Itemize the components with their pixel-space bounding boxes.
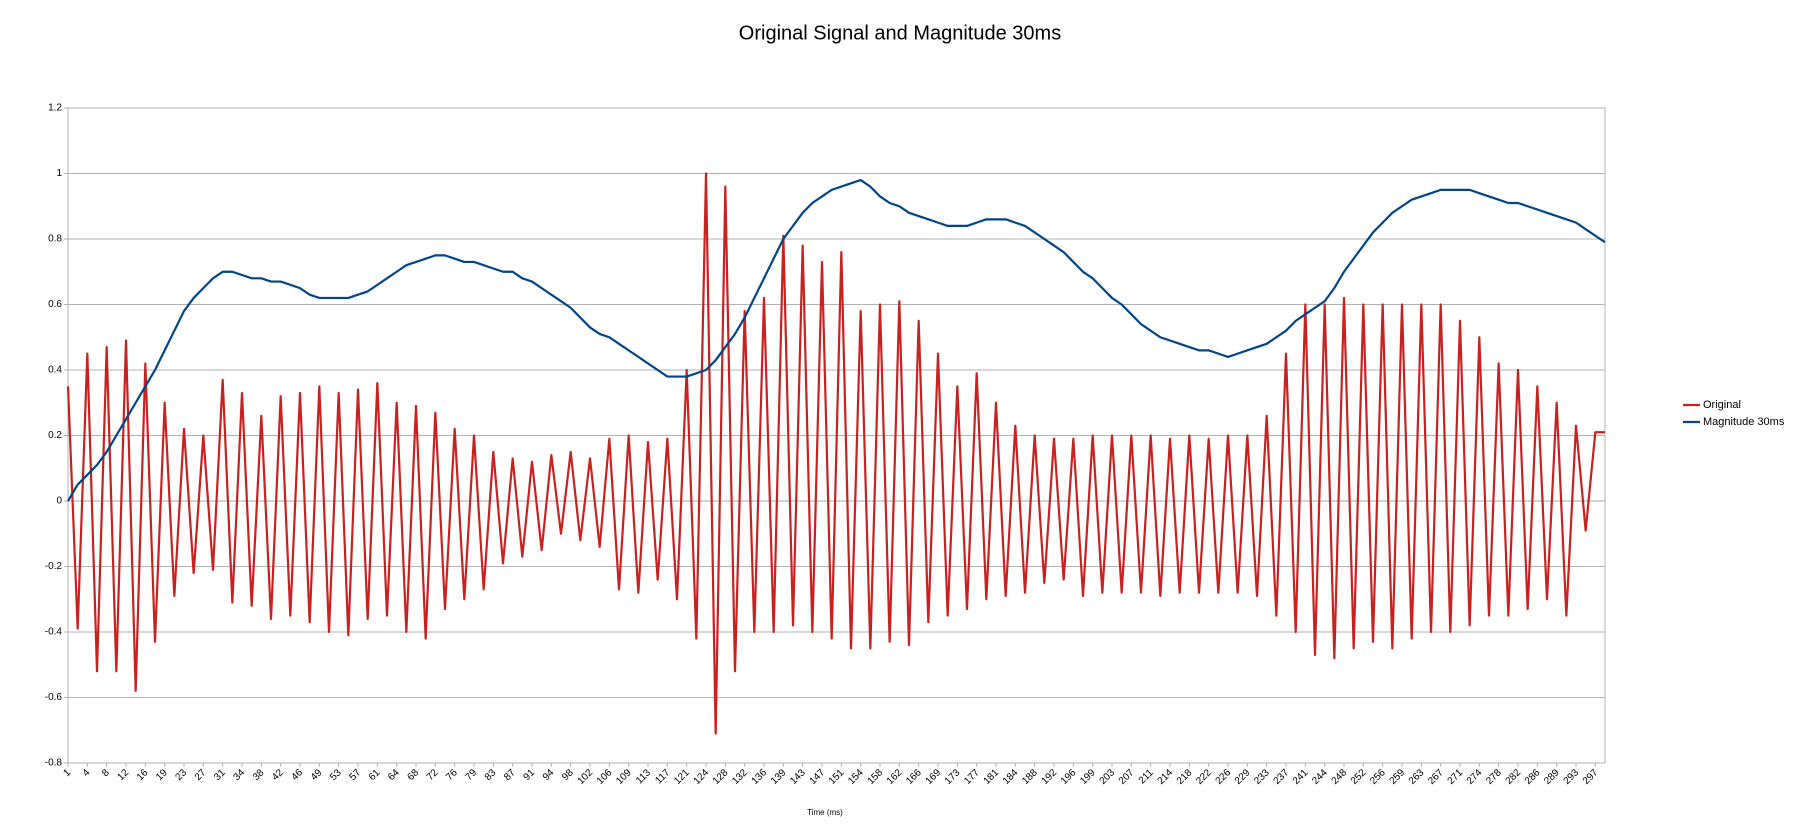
x-tick-label: 27: [193, 767, 209, 783]
x-tick-label: 207: [1117, 767, 1137, 787]
x-tick-label: 94: [541, 767, 557, 783]
y-tick-label: 0.6: [48, 299, 62, 310]
x-tick-label: 222: [1194, 767, 1214, 787]
x-tick-label: 252: [1349, 767, 1369, 787]
x-tick-label: 42: [270, 767, 286, 783]
x-tick-label: 218: [1175, 767, 1195, 787]
x-tick-label: 8: [100, 767, 112, 779]
y-tick-label: -0.2: [45, 561, 63, 572]
x-tick-label: 188: [1020, 767, 1040, 787]
x-tick-label: 91: [521, 767, 537, 783]
x-tick-label: 79: [463, 767, 479, 783]
x-tick-label: 211: [1137, 767, 1156, 786]
x-tick-label: 57: [347, 767, 363, 783]
x-tick-label: 244: [1310, 767, 1330, 787]
legend-label: Original: [1703, 399, 1741, 411]
x-tick-label: 293: [1562, 767, 1582, 787]
y-tick-label: 0.4: [48, 365, 62, 376]
x-tick-label: 267: [1426, 767, 1446, 787]
x-tick-label: 229: [1233, 767, 1253, 787]
x-tick-label: 154: [846, 767, 866, 787]
x-tick-label: 248: [1330, 767, 1350, 787]
x-tick-label: 199: [1078, 767, 1098, 787]
x-tick-label: 23: [173, 767, 189, 783]
x-tick-label: 274: [1465, 767, 1485, 787]
y-tick-label: -0.4: [45, 627, 63, 638]
x-tick-label: 124: [692, 767, 712, 787]
x-tick-label: 233: [1252, 767, 1272, 787]
x-tick-label: 19: [154, 767, 170, 783]
x-tick-label: 139: [769, 767, 789, 787]
x-tick-label: 128: [711, 767, 731, 787]
x-tick-label: 12: [115, 767, 131, 783]
legend-label: Magnitude 30ms: [1703, 416, 1785, 428]
x-tick-label: 132: [730, 767, 750, 787]
y-tick-label: -0.8: [45, 758, 63, 769]
x-tick-label: 64: [386, 767, 402, 783]
x-tick-label: 256: [1368, 767, 1388, 787]
x-tick-label: 196: [1059, 767, 1079, 787]
x-tick-label: 31: [212, 767, 228, 783]
x-tick-label: 203: [1098, 767, 1118, 787]
x-tick-label: 151: [827, 767, 847, 787]
x-tick-label: 76: [444, 767, 460, 783]
x-tick-label: 158: [866, 767, 886, 787]
x-tick-label: 237: [1272, 767, 1292, 787]
y-tick-label: 1: [56, 168, 62, 179]
x-tick-label: 143: [788, 767, 808, 787]
x-tick-label: 282: [1504, 767, 1524, 787]
y-tick-label: -0.6: [45, 692, 63, 703]
x-tick-label: 271: [1446, 767, 1466, 787]
x-tick-label: 49: [309, 767, 325, 783]
x-tick-label: 87: [502, 767, 518, 783]
x-tick-label: 214: [1156, 767, 1176, 787]
x-tick-label: 136: [750, 767, 770, 787]
x-tick-label: 38: [251, 767, 267, 783]
x-tick-label: 166: [904, 767, 924, 787]
chart-title: Original Signal and Magnitude 30ms: [739, 22, 1061, 44]
x-axis-title: Time (ms): [807, 808, 843, 817]
x-tick-label: 53: [328, 767, 344, 783]
y-tick-label: 0.2: [48, 430, 62, 441]
x-tick-label: 263: [1407, 767, 1427, 787]
x-tick-label: 181: [982, 767, 1002, 787]
x-tick-label: 46: [289, 767, 305, 783]
x-tick-label: 34: [231, 767, 247, 783]
x-tick-label: 4: [81, 767, 93, 779]
x-tick-label: 117: [653, 767, 672, 786]
x-tick-label: 177: [962, 767, 982, 787]
x-tick-label: 286: [1523, 767, 1543, 787]
x-tick-label: 61: [367, 767, 383, 783]
x-tick-label: 184: [1001, 767, 1021, 787]
series-line: [67, 178, 1606, 502]
series-line: [66, 172, 1605, 735]
y-tick-label: 0: [56, 496, 62, 507]
x-tick-label: 278: [1484, 767, 1504, 787]
x-tick-label: 72: [425, 767, 441, 783]
x-tick-label: 113: [634, 767, 653, 786]
x-tick-label: 109: [614, 767, 634, 787]
x-tick-label: 102: [576, 767, 596, 787]
y-tick-label: 0.8: [48, 234, 62, 245]
x-tick-label: 169: [924, 767, 944, 787]
x-tick-label: 68: [405, 767, 421, 783]
x-tick-label: 173: [943, 767, 963, 787]
x-tick-label: 226: [1214, 767, 1234, 787]
x-tick-label: 83: [483, 767, 499, 783]
x-tick-label: 147: [808, 767, 828, 787]
x-tick-label: 241: [1291, 767, 1311, 787]
x-tick-label: 1: [61, 767, 73, 779]
x-tick-label: 16: [135, 767, 151, 783]
x-tick-label: 162: [885, 767, 905, 787]
y-tick-label: 1.2: [48, 103, 62, 114]
x-tick-label: 98: [560, 767, 576, 783]
x-tick-label: 289: [1542, 767, 1562, 787]
x-tick-label: 297: [1581, 767, 1601, 787]
x-tick-label: 192: [1040, 767, 1060, 787]
x-tick-label: 106: [595, 767, 615, 787]
x-tick-label: 121: [672, 767, 692, 787]
x-tick-label: 259: [1388, 767, 1408, 787]
